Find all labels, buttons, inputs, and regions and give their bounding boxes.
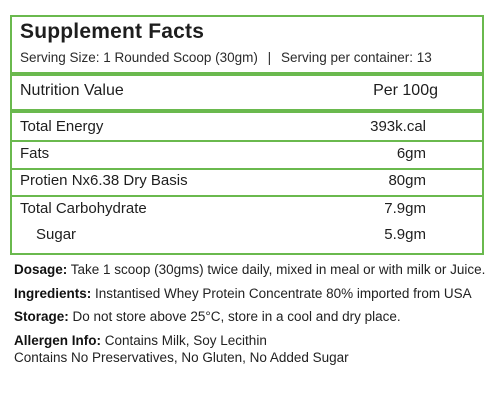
row-total-energy-value: 393k.cal xyxy=(370,118,426,135)
allergen-label: Allergen Info: xyxy=(14,332,101,348)
row-sugar-label: Sugar xyxy=(36,226,77,243)
storage-note: Storage: Do not store above 25°C, store … xyxy=(14,308,490,326)
product-notes: Dosage: Take 1 scoop (30gms) twice daily… xyxy=(14,261,490,367)
divider xyxy=(12,168,482,170)
row-carbohydrate-label: Total Carbohydrate xyxy=(20,200,147,217)
storage-label: Storage: xyxy=(14,309,69,324)
row-sugar-value: 5.9gm xyxy=(384,226,426,243)
divider xyxy=(12,140,482,142)
nutrition-value-header: Nutrition Value xyxy=(20,82,124,99)
row-protein-label: Protien Nx6.38 Dry Basis xyxy=(20,172,188,189)
row-fats-value: 6gm xyxy=(396,145,426,162)
divider xyxy=(12,195,482,197)
serving-size: Serving Size: 1 Rounded Scoop (30gm) xyxy=(20,50,258,65)
ingredients-note: Ingredients: Instantised Whey Protein Co… xyxy=(14,285,490,303)
row-protein-value: 80gm xyxy=(388,172,426,189)
panel-title: Supplement Facts xyxy=(20,20,205,43)
divider-thick xyxy=(12,109,482,113)
ingredients-label: Ingredients: xyxy=(14,285,92,301)
dosage-text: Take 1 scoop (30gms) twice daily, mixed … xyxy=(67,262,486,277)
row-carbohydrate-value: 7.9gm xyxy=(384,200,426,217)
allergen-note: Allergen Info: Contains Milk, Soy Lecith… xyxy=(14,332,490,367)
storage-text: Do not store above 25°C, store in a cool… xyxy=(68,309,401,324)
servings-per-container: Serving per container: 13 xyxy=(280,50,432,65)
serving-info: Serving Size: 1 Rounded Scoop (30gm) | S… xyxy=(20,50,432,65)
dosage-label: Dosage: xyxy=(14,262,68,277)
allergen-text: Contains Milk, Soy Lecithin xyxy=(101,332,267,348)
per-100g-header: Per 100g xyxy=(373,82,438,99)
ingredients-text: Instantised Whey Protein Concentrate 80%… xyxy=(91,285,472,301)
dosage-note: Dosage: Take 1 scoop (30gms) twice daily… xyxy=(14,261,490,279)
row-fats-label: Fats xyxy=(20,145,50,162)
divider-thick xyxy=(12,72,482,76)
serving-separator: | xyxy=(267,50,272,65)
supplement-facts-panel: Supplement Facts Serving Size: 1 Rounded… xyxy=(10,15,484,255)
row-total-energy-label: Total Energy xyxy=(20,118,104,135)
allergen-line2: Contains No Preservatives, No Gluten, No… xyxy=(14,350,349,365)
